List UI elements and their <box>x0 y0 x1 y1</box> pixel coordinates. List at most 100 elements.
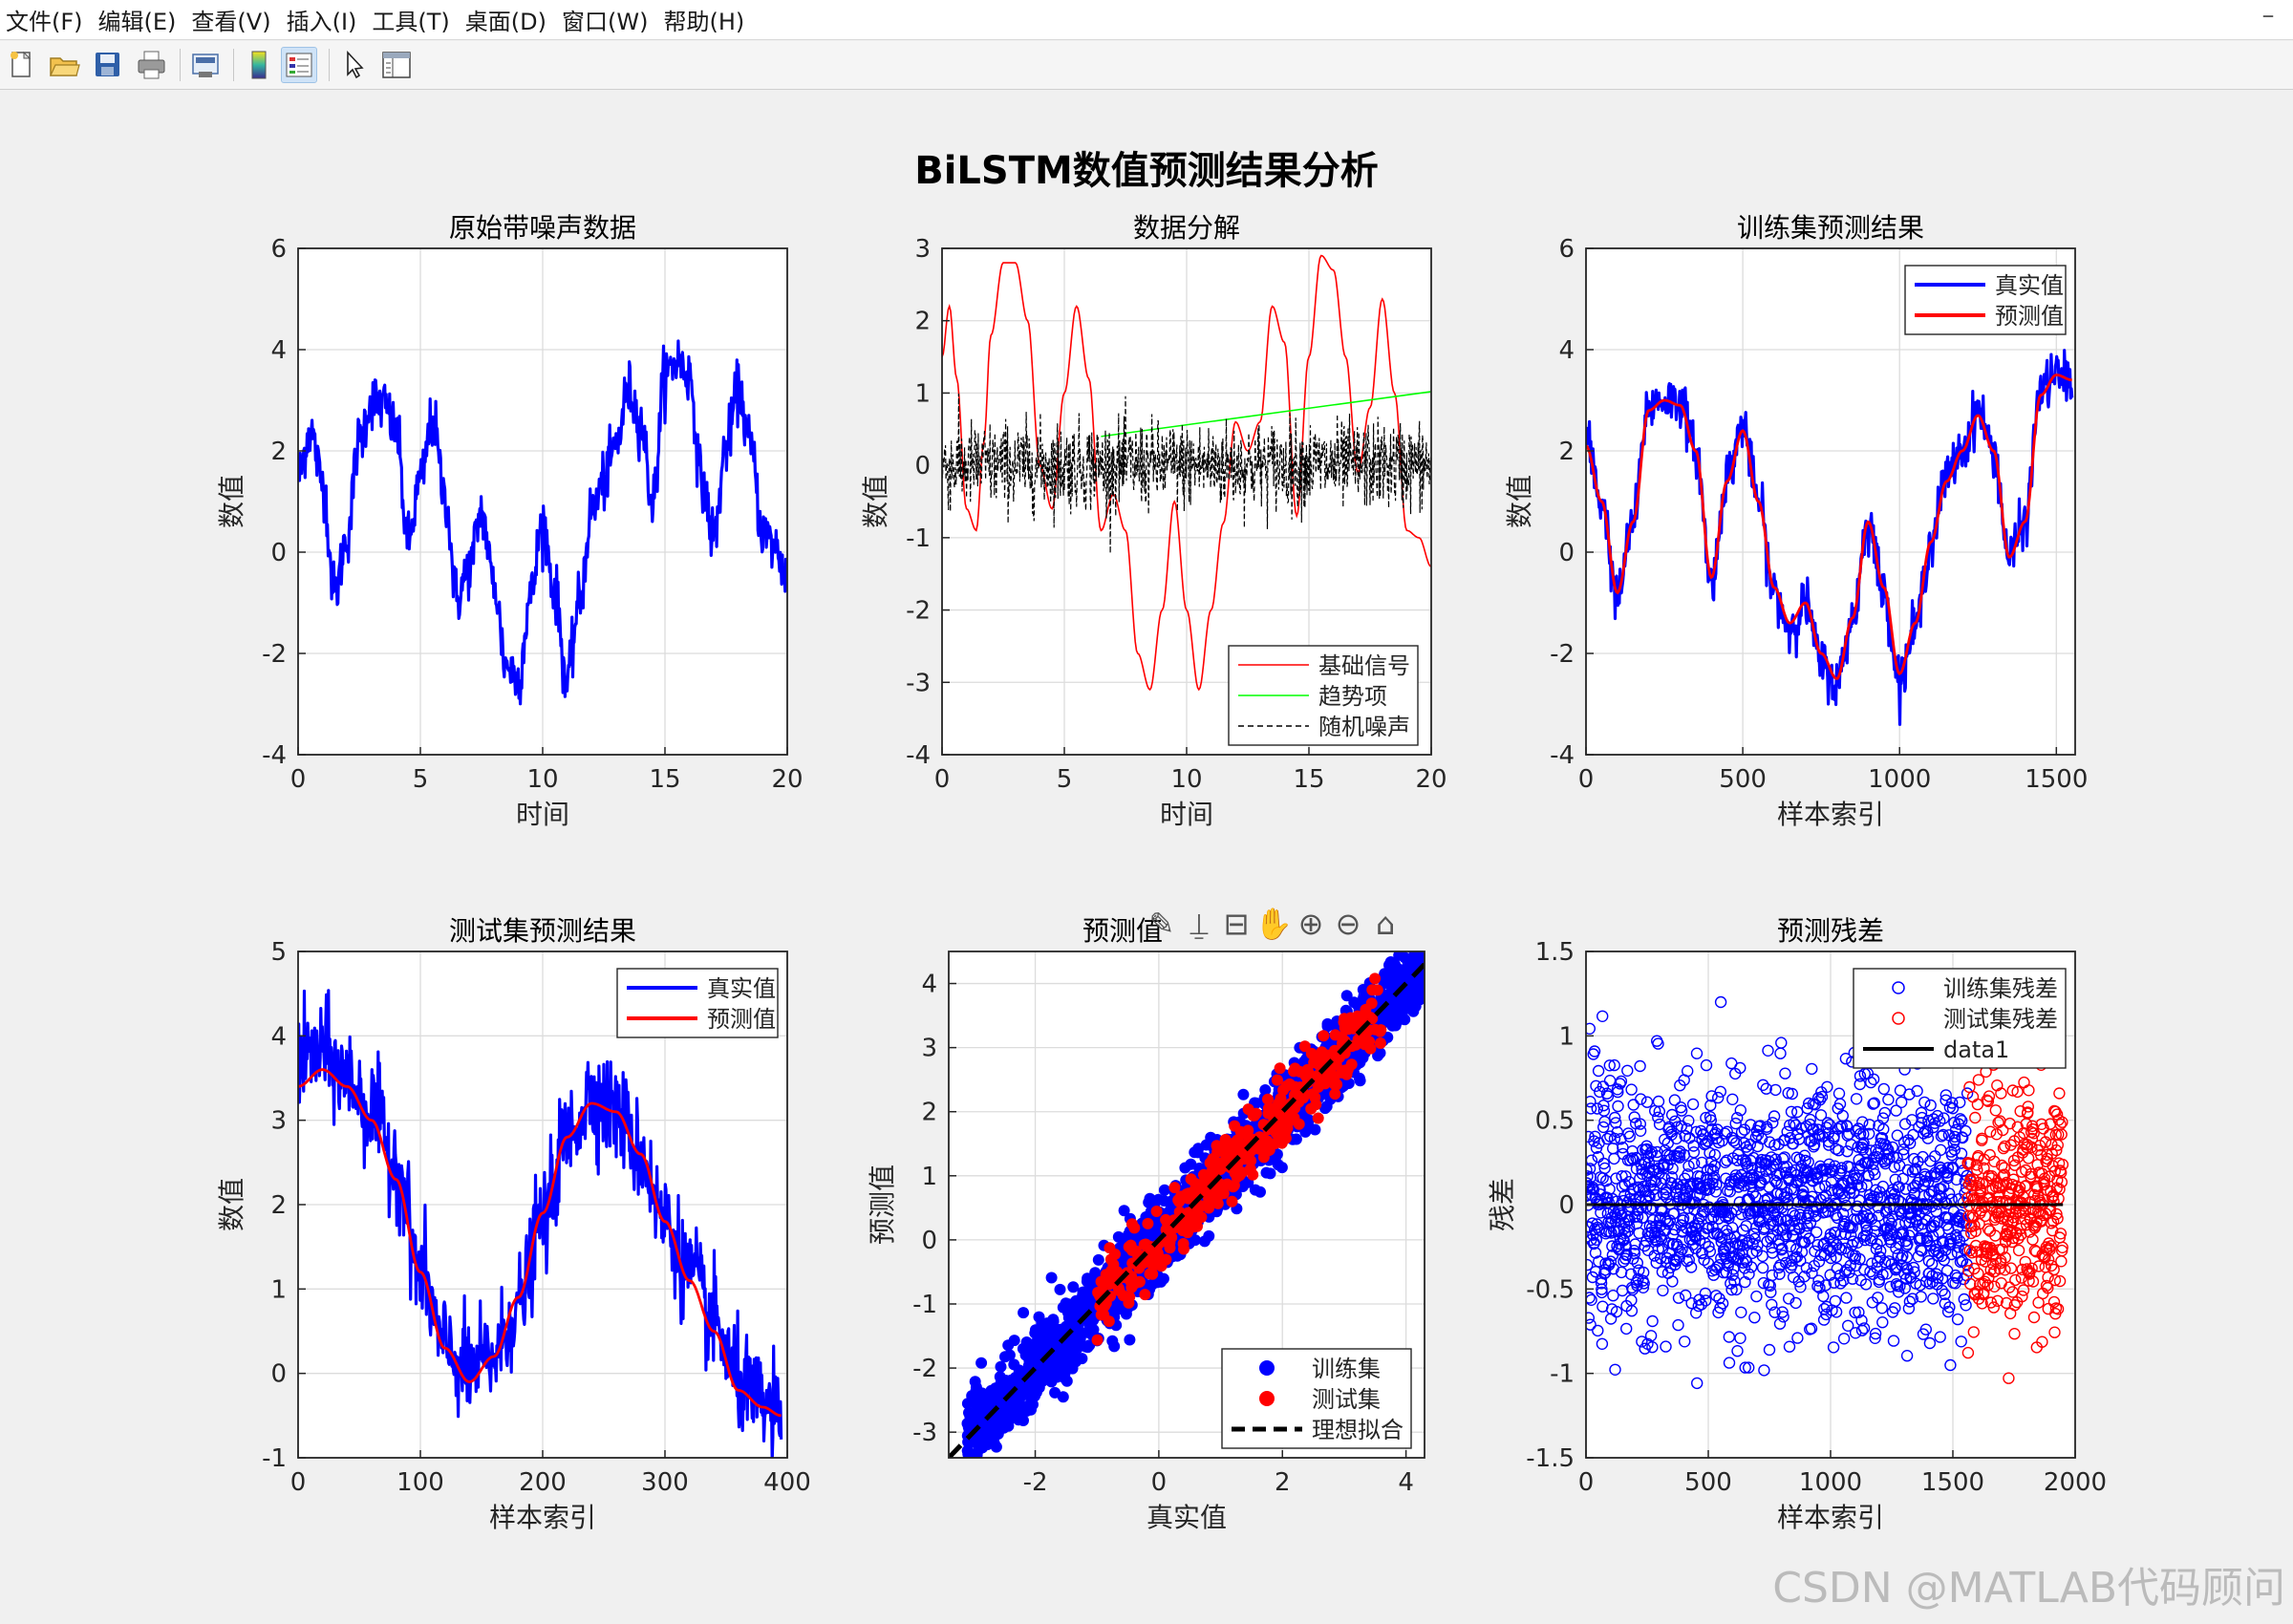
scatter-point <box>1607 1262 1619 1275</box>
minimize-icon[interactable]: – <box>2261 1 2275 30</box>
scatter-point <box>1668 1223 1681 1236</box>
scatter-point <box>1704 1213 1718 1226</box>
zoom-in-icon[interactable]: ⊕ <box>1298 906 1324 942</box>
scatter-point <box>1289 1080 1301 1093</box>
scatter-point <box>1907 1261 1920 1274</box>
scatter-point <box>1756 1261 1769 1274</box>
scatter-point <box>1948 1130 1961 1143</box>
scatter-point <box>1784 1240 1797 1253</box>
scatter-point <box>1596 1283 1608 1295</box>
menu-insert[interactable]: 插入(I) <box>286 9 357 35</box>
scatter-point <box>1798 1270 1811 1283</box>
scatter-point <box>1649 1175 1662 1187</box>
scatter-point <box>1220 1150 1232 1163</box>
scatter-point <box>1767 1214 1780 1228</box>
menu-view[interactable]: 查看(V) <box>191 9 271 35</box>
print-icon[interactable] <box>134 47 170 83</box>
scatter-point <box>1775 1036 1788 1049</box>
save-icon[interactable] <box>90 47 126 83</box>
scatter-point <box>1180 1188 1192 1201</box>
scatter-point <box>993 1424 1005 1437</box>
scatter-point <box>1890 1104 1902 1117</box>
scatter-point <box>1734 1061 1747 1075</box>
y-tick-label: -2 <box>912 1355 937 1383</box>
x-tick-label: 200 <box>519 1468 567 1497</box>
scatter-point <box>1794 1281 1807 1293</box>
scatter-point <box>1699 1287 1712 1300</box>
print-preview-icon[interactable] <box>187 47 224 83</box>
scatter-point <box>1586 1312 1595 1324</box>
restore-icon[interactable]: ⊟ <box>1224 906 1250 942</box>
pan-icon[interactable]: ✋ <box>1254 906 1293 942</box>
scatter-point <box>1060 1297 1072 1310</box>
scatter-point <box>1703 1240 1715 1253</box>
scatter-point <box>1705 1122 1719 1136</box>
scatter-point <box>1911 1084 1923 1098</box>
data-cursor-icon[interactable]: ⍊ <box>1189 906 1209 942</box>
scatter-point <box>1657 1284 1669 1297</box>
scatter-point <box>1365 997 1378 1010</box>
scatter-point <box>1766 1269 1779 1282</box>
scatter-point <box>1125 1218 1138 1230</box>
new-file-icon[interactable] <box>4 47 40 83</box>
scatter-point <box>1714 1085 1727 1099</box>
scatter-point <box>1652 1111 1664 1124</box>
scatter-point <box>975 1429 988 1442</box>
colorbar-icon[interactable] <box>241 47 277 83</box>
scatter-point <box>1844 1229 1857 1242</box>
scatter-point <box>1906 1293 1919 1305</box>
scatter-point <box>2025 1132 2039 1145</box>
brush-icon[interactable]: ✎ <box>1149 906 1175 942</box>
home-icon[interactable]: ⌂ <box>1376 906 1395 942</box>
menu-edit[interactable]: 编辑(E) <box>97 9 177 35</box>
x-tick-label: 400 <box>763 1468 811 1497</box>
series-line-0 <box>298 339 787 706</box>
pointer-icon[interactable] <box>336 47 373 83</box>
menu-tools[interactable]: 工具(T) <box>372 9 450 35</box>
plot-series <box>949 951 1425 1458</box>
scatter-point <box>1124 1291 1136 1303</box>
scatter-point <box>975 1357 988 1369</box>
scatter-point <box>1872 1209 1885 1222</box>
scatter-point <box>1944 1358 1957 1372</box>
scatter-point <box>1719 1127 1731 1140</box>
scatter-point <box>1827 1165 1840 1178</box>
scatter-point <box>1687 1145 1701 1159</box>
menu-bar: 文件(F) 编辑(E) 查看(V) 插入(I) 工具(T) 桌面(D) 窗口(W… <box>0 0 2293 40</box>
menu-window[interactable]: 窗口(W) <box>562 9 649 35</box>
menu-help[interactable]: 帮助(H) <box>663 9 745 35</box>
scatter-point <box>995 1414 1007 1426</box>
scatter-point <box>1640 1096 1654 1108</box>
zoom-out-icon[interactable]: ⊖ <box>1336 906 1361 942</box>
scatter-point <box>1118 1205 1130 1217</box>
scatter-point <box>1960 1124 1972 1138</box>
scatter-point <box>1586 1258 1594 1271</box>
scatter-point <box>1124 1334 1136 1346</box>
scatter-point <box>1675 1104 1688 1117</box>
menu-file[interactable]: 文件(F) <box>6 9 83 35</box>
scatter-point <box>1774 1187 1788 1200</box>
legend-icon[interactable] <box>281 47 317 83</box>
menu-desktop[interactable]: 桌面(D) <box>464 9 546 35</box>
scatter-point <box>1588 1045 1601 1058</box>
scatter-point <box>2008 1159 2022 1171</box>
scatter-point <box>1608 1132 1621 1145</box>
scatter-point <box>1998 1162 2011 1174</box>
open-folder-icon[interactable] <box>46 47 82 83</box>
property-editor-icon[interactable] <box>378 47 415 83</box>
y-tick-label: 6 <box>1558 235 1575 264</box>
scatter-point <box>1633 1227 1645 1240</box>
scatter-point <box>1937 1128 1950 1142</box>
scatter-point <box>1915 1291 1927 1303</box>
scatter-point <box>2053 1274 2067 1288</box>
scatter-point <box>2022 1152 2035 1165</box>
scatter-point <box>1411 951 1417 952</box>
scatter-point <box>1189 1234 1201 1247</box>
scatter-point <box>1792 1218 1805 1230</box>
y-tick-label: 5 <box>270 938 287 967</box>
